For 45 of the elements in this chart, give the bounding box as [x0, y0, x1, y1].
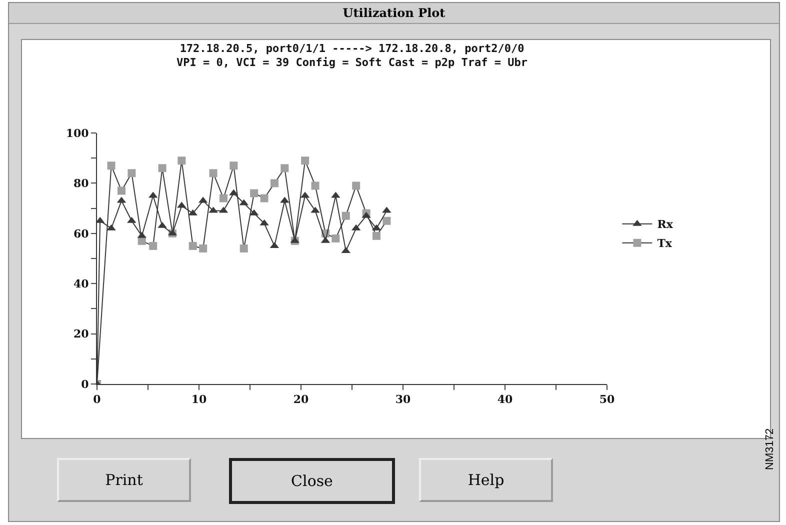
point — [382, 216, 391, 225]
x-tick-label: 10 — [191, 393, 207, 406]
point — [260, 194, 268, 202]
y-tick-label: 0 — [81, 378, 90, 391]
point — [342, 212, 350, 220]
y-tick-label: 20 — [73, 328, 90, 341]
x-tick-label: 20 — [293, 393, 309, 406]
text: NM3172 — [764, 428, 776, 470]
legend-label: Tx — [657, 237, 672, 250]
text: Utilization Plot — [9, 3, 779, 24]
point — [178, 156, 186, 165]
legend-label: Rx — [657, 218, 674, 232]
point — [209, 169, 218, 178]
x-tick-label: 0 — [93, 393, 102, 406]
y-tick-label: 100 — [66, 126, 90, 140]
point — [280, 164, 289, 172]
point — [97, 216, 105, 223]
point — [352, 182, 360, 190]
point — [230, 162, 238, 170]
point — [117, 186, 126, 195]
x-tick-label: 40 — [497, 393, 513, 406]
y-tick-label: 80 — [73, 177, 90, 190]
close-button: Close — [229, 458, 395, 504]
chart-subtitle: VPI = 0, VCI = 39 Config = Soft Cast = p2p Traf = Ubr — [176, 56, 528, 70]
point — [250, 189, 258, 198]
chart-title: 172.18.20.5, port0/1/1 -----> 172.18.20.8, port2/0/0 — [180, 42, 524, 55]
point — [107, 162, 116, 170]
y-tick-label: 60 — [73, 227, 90, 240]
point — [372, 232, 380, 240]
print-button: Print — [57, 458, 191, 502]
point — [219, 194, 228, 202]
point — [301, 156, 310, 165]
point — [332, 234, 340, 242]
point — [158, 164, 166, 172]
point — [311, 182, 320, 190]
point — [149, 242, 158, 250]
point — [188, 242, 197, 250]
point — [128, 169, 136, 178]
y-tick-label: 40 — [73, 277, 90, 290]
point — [199, 244, 208, 252]
help-button: Help — [419, 458, 553, 502]
point — [270, 179, 278, 188]
x-tick-label: 50 — [599, 393, 615, 406]
point — [240, 244, 248, 252]
x-tick-label: 30 — [395, 393, 411, 406]
